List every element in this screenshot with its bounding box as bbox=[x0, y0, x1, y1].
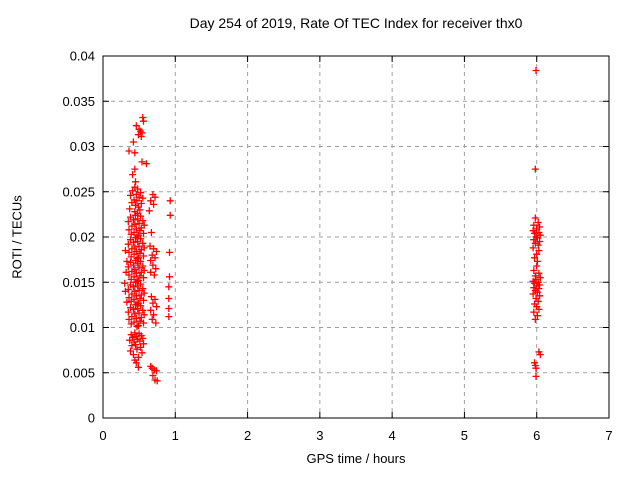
y-tick-labels: 0 0.005 0.01 0.015 0.02 0.025 0.03 0.035 0.04 bbox=[62, 49, 95, 426]
y-tick-label: 0.03 bbox=[70, 139, 95, 154]
y-tick-label: 0.015 bbox=[62, 275, 95, 290]
x-axis-label: GPS time / hours bbox=[306, 451, 406, 466]
x-tick-label: 0 bbox=[99, 428, 106, 443]
y-tick-label: 0.035 bbox=[62, 94, 95, 109]
chart-title: Day 254 of 2019, Rate Of TEC Index for r… bbox=[189, 15, 523, 31]
x-tick-label: 6 bbox=[533, 428, 540, 443]
x-tick-label: 3 bbox=[316, 428, 323, 443]
y-tick-label: 0.04 bbox=[70, 49, 95, 64]
x-tick-label: 7 bbox=[605, 428, 612, 443]
y-tick-label: 0.01 bbox=[70, 320, 95, 335]
axis-ticks bbox=[102, 55, 610, 419]
x-tick-label: 1 bbox=[172, 428, 179, 443]
y-tick-label: 0.025 bbox=[62, 184, 95, 199]
x-tick-label: 4 bbox=[389, 428, 396, 443]
data-points bbox=[121, 67, 544, 385]
x-tick-label: 2 bbox=[244, 428, 251, 443]
y-axis-label: ROTI / TECUs bbox=[9, 195, 25, 279]
y-tick-label: 0 bbox=[88, 411, 95, 426]
y-tick-label: 0.02 bbox=[70, 230, 95, 245]
y-tick-label: 0.005 bbox=[62, 365, 95, 380]
x-tick-labels: 0 1 2 3 4 5 6 7 bbox=[99, 428, 612, 443]
x-tick-label: 5 bbox=[461, 428, 468, 443]
